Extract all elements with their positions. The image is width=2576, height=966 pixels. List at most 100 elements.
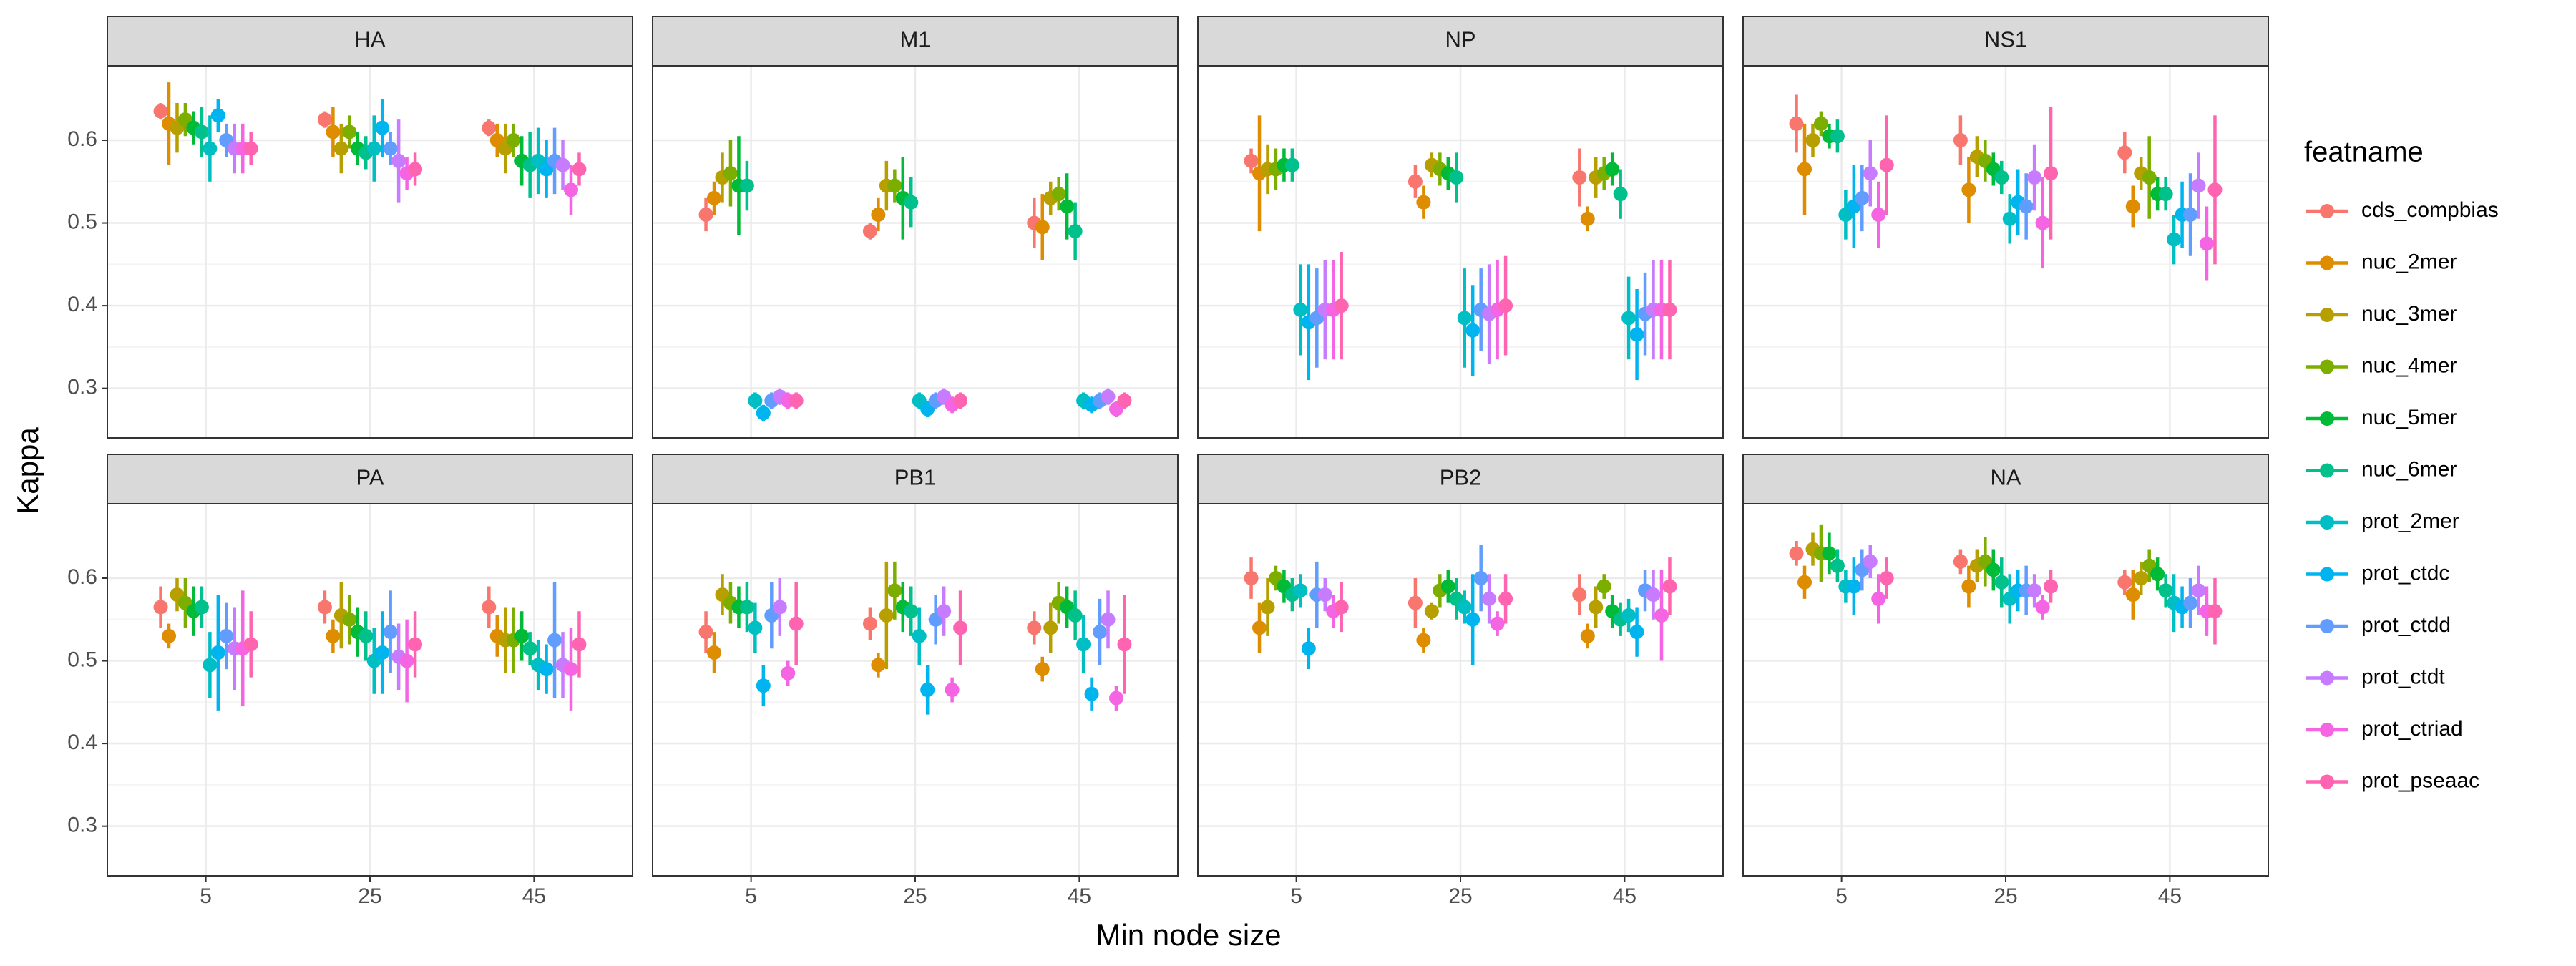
point xyxy=(871,658,886,673)
point xyxy=(317,600,332,615)
strip-label: M1 xyxy=(899,27,930,52)
point xyxy=(698,208,713,222)
panel-border xyxy=(1197,65,1724,439)
point xyxy=(203,658,218,673)
point xyxy=(2142,170,2157,185)
point xyxy=(1101,612,1116,627)
point xyxy=(1117,637,1132,652)
point xyxy=(2044,166,2059,181)
strip xyxy=(107,454,633,504)
point xyxy=(1797,575,1813,590)
point xyxy=(1068,608,1083,623)
point xyxy=(912,628,927,643)
legend-key-point xyxy=(2320,411,2334,426)
y-tick-label: 0.4 xyxy=(67,293,97,316)
point xyxy=(326,628,341,643)
legend-key-point xyxy=(2320,774,2334,789)
x-tick-label: 25 xyxy=(903,884,927,908)
point xyxy=(1068,224,1083,239)
point xyxy=(1830,129,1845,144)
y-tick-label: 0.4 xyxy=(67,731,97,754)
x-tick-label: 25 xyxy=(358,884,381,908)
point xyxy=(1629,625,1644,640)
point xyxy=(2044,579,2059,594)
point xyxy=(326,125,341,140)
legend-label: nuc_6mer xyxy=(2361,457,2457,481)
point xyxy=(1407,174,1423,189)
strip xyxy=(1742,454,2269,504)
point xyxy=(1317,587,1332,602)
point xyxy=(1646,587,1661,602)
point xyxy=(1813,116,1828,131)
point xyxy=(2019,199,2034,214)
facet: NA 5 25 45 xyxy=(1742,454,2269,908)
point xyxy=(1407,595,1423,610)
point xyxy=(358,628,374,643)
point xyxy=(862,616,877,631)
point xyxy=(1805,133,1820,147)
point xyxy=(2125,587,2140,602)
point xyxy=(1797,162,1813,177)
point xyxy=(2191,583,2206,598)
point xyxy=(1482,591,1497,606)
point xyxy=(1498,298,1513,313)
point xyxy=(482,120,497,135)
point xyxy=(2035,215,2050,230)
point xyxy=(506,133,521,147)
point xyxy=(1580,211,1595,226)
point xyxy=(375,645,390,660)
y-tick-label: 0.5 xyxy=(67,210,97,233)
point xyxy=(1654,608,1669,623)
point xyxy=(1789,546,1804,561)
point xyxy=(1301,641,1316,656)
point xyxy=(707,645,722,660)
strip xyxy=(1742,16,2269,67)
facet: PB1 5 25 45 xyxy=(652,454,1179,908)
point xyxy=(408,162,423,177)
strip-label: PB1 xyxy=(894,465,937,490)
point xyxy=(1596,579,1611,594)
point xyxy=(953,394,968,408)
point xyxy=(572,162,587,177)
point xyxy=(1084,686,1099,701)
legend-label: nuc_4mer xyxy=(2361,353,2457,377)
x-tick-label: 25 xyxy=(1994,884,2017,908)
panel-border xyxy=(107,65,633,439)
strip xyxy=(1197,454,1724,504)
legend-label: nuc_5mer xyxy=(2361,406,2457,429)
point xyxy=(739,178,754,193)
point xyxy=(1789,116,1804,131)
point xyxy=(1465,612,1480,627)
point xyxy=(194,600,209,615)
point xyxy=(1035,220,1050,235)
point xyxy=(383,141,398,156)
point xyxy=(2167,232,2182,247)
point xyxy=(953,620,968,635)
point xyxy=(1473,571,1488,585)
strip-label: HA xyxy=(354,27,385,52)
point xyxy=(1613,187,1628,202)
x-tick-label: 5 xyxy=(1835,884,1848,908)
point xyxy=(482,600,497,615)
point xyxy=(1822,546,1837,561)
point xyxy=(1027,620,1042,635)
point xyxy=(1293,583,1308,598)
point xyxy=(1334,298,1349,313)
point xyxy=(698,625,713,640)
point xyxy=(1879,157,1894,172)
panel-border xyxy=(1197,503,1724,877)
point xyxy=(333,141,348,156)
point xyxy=(2207,604,2223,619)
panel-border xyxy=(652,65,1179,439)
point xyxy=(342,125,357,140)
point xyxy=(1416,633,1431,648)
point xyxy=(1284,157,1299,172)
x-tick-label: 45 xyxy=(2158,884,2182,908)
point xyxy=(772,600,787,615)
facet: NS1 xyxy=(1742,16,2269,439)
point xyxy=(1076,637,1091,652)
point xyxy=(375,120,390,135)
x-axis-title: Min node size xyxy=(1096,918,1281,952)
point xyxy=(1961,182,1976,197)
